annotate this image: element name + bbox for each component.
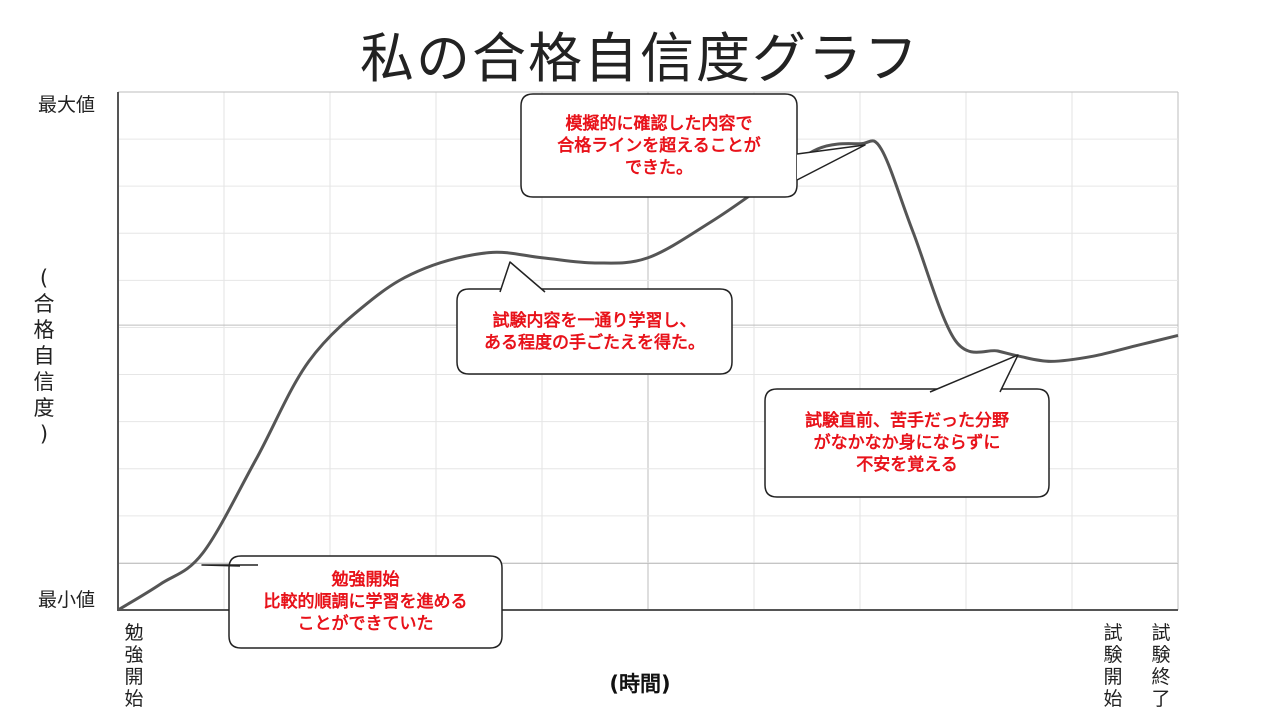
- callout-pointer: [201, 564, 258, 567]
- callout-text: 試験内容を一通り学習し、 ある程度の手ごたえを得た。: [457, 310, 732, 354]
- callout-pointer: [796, 144, 866, 181]
- char: 度: [33, 396, 55, 420]
- x-tick-exam-end: 試験終了: [1149, 622, 1173, 710]
- char: 験: [1151, 644, 1171, 666]
- char: 勉: [124, 622, 144, 644]
- callout-line: 勉強開始: [331, 570, 400, 590]
- callout-box: [764, 388, 1050, 498]
- char: 格: [33, 318, 55, 342]
- callout-pointer: [499, 261, 546, 293]
- char: ): [39, 422, 49, 446]
- callout-line: できた。: [625, 157, 693, 178]
- callout-line: 試験直前、苦手だった分野: [805, 411, 1009, 431]
- char: 試: [1151, 622, 1171, 644]
- callout-pointer: [929, 354, 1019, 393]
- char: 開: [124, 666, 144, 688]
- char: 信: [33, 370, 55, 394]
- char: 験: [1103, 644, 1123, 666]
- callout-box: [520, 93, 798, 198]
- chart-title: 私の合格自信度グラフ: [360, 27, 920, 90]
- callout-line: 試験内容を一通り学習し、: [492, 310, 697, 331]
- callouts: [201, 93, 1050, 649]
- callout-line: 合格ラインを超えることが: [557, 135, 761, 156]
- y-tick-min: 最小値: [38, 589, 96, 611]
- x-tick-exam-start: 試験開始: [1101, 622, 1125, 710]
- char: (: [39, 266, 49, 290]
- callout-line: 不安を覚える: [856, 455, 958, 475]
- callout-line: ある程度の手ごたえを得た。: [484, 332, 705, 353]
- char: 始: [1103, 688, 1123, 710]
- callout-box: [228, 555, 503, 649]
- confidence-line: [117, 139, 1179, 612]
- y-axis-title: (合格自信度): [30, 265, 58, 447]
- callout-box: [456, 288, 733, 375]
- callout-text: 模擬的に確認した内容で 合格ラインを超えることが できた。: [521, 113, 797, 179]
- char: 自: [33, 344, 55, 368]
- callout-line: がなかなか身にならずに: [813, 433, 1001, 453]
- callout-text: 勉強開始 比較的順調に学習を進める ことができていた: [229, 569, 502, 635]
- callout-line: 比較的順調に学習を進める: [263, 592, 468, 612]
- char: 強: [124, 644, 144, 666]
- char: 始: [124, 688, 144, 710]
- callout-line: 模擬的に確認した内容で: [565, 113, 753, 134]
- callout-line: ことができていた: [297, 614, 434, 634]
- x-axis-title: (時間): [609, 672, 671, 696]
- char: 試: [1103, 622, 1123, 644]
- char: 開: [1103, 666, 1123, 688]
- char: 合: [33, 292, 55, 316]
- char: 了: [1151, 688, 1171, 710]
- y-tick-max: 最大値: [38, 94, 96, 116]
- char: 終: [1151, 666, 1171, 688]
- callout-text: 試験直前、苦手だった分野 がなかなか身にならずに 不安を覚える: [765, 410, 1049, 476]
- x-tick-study-start: 勉強開始: [122, 622, 146, 710]
